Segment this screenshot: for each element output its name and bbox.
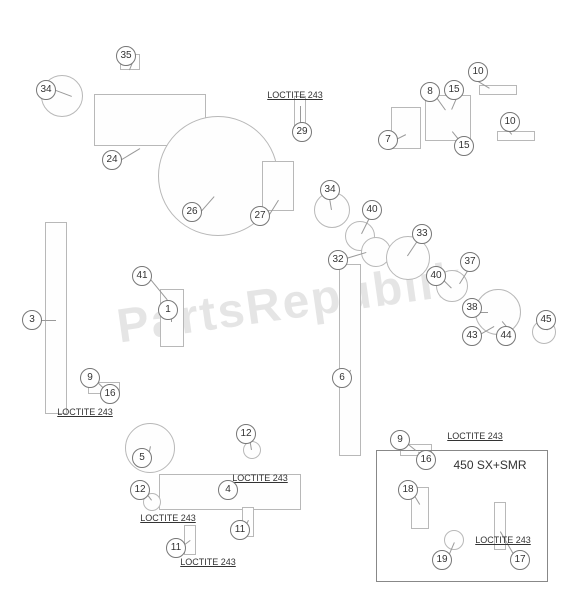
callout-15: 15 — [454, 136, 474, 156]
callout-34: 34 — [36, 80, 56, 100]
callout-26: 26 — [182, 202, 202, 222]
callout-11: 11 — [230, 520, 250, 540]
loctite-note: LOCTITE 243 — [267, 90, 323, 100]
callout-7: 7 — [378, 130, 398, 150]
callout-34: 34 — [320, 180, 340, 200]
callout-6: 6 — [332, 368, 352, 388]
loctite-note: LOCTITE 243 — [140, 513, 196, 523]
loctite-note: LOCTITE 243 — [475, 535, 531, 545]
leader-line — [40, 320, 56, 321]
callout-9: 9 — [390, 430, 410, 450]
callout-4: 4 — [218, 480, 238, 500]
part-guide-left — [45, 222, 67, 414]
part-guide-right — [339, 264, 361, 456]
callout-5: 5 — [132, 448, 152, 468]
leader-line — [120, 148, 141, 161]
callout-12: 12 — [130, 480, 150, 500]
callout-27: 27 — [250, 206, 270, 226]
callout-1: 1 — [158, 300, 178, 320]
callout-16: 16 — [100, 384, 120, 404]
inset-label: 450 SX+SMR — [453, 458, 526, 472]
callout-8: 8 — [420, 82, 440, 102]
callout-44: 44 — [496, 326, 516, 346]
callout-12: 12 — [236, 424, 256, 444]
callout-37: 37 — [460, 252, 480, 272]
callout-32: 32 — [328, 250, 348, 270]
loctite-note: LOCTITE 243 — [57, 407, 113, 417]
callout-41: 41 — [132, 266, 152, 286]
callout-15: 15 — [444, 80, 464, 100]
callout-40: 40 — [426, 266, 446, 286]
callout-38: 38 — [462, 298, 482, 318]
callout-10: 10 — [468, 62, 488, 82]
callout-11: 11 — [166, 538, 186, 558]
callout-3: 3 — [22, 310, 42, 330]
callout-19: 19 — [432, 550, 452, 570]
loctite-note: LOCTITE 243 — [447, 431, 503, 441]
loctite-note: LOCTITE 243 — [180, 557, 236, 567]
callout-29: 29 — [292, 122, 312, 142]
callout-33: 33 — [412, 224, 432, 244]
diagram-canvas: PartsRepublik 450 SX+SMR LOCTITE 243LOCT… — [0, 0, 579, 606]
callout-9: 9 — [80, 368, 100, 388]
callout-35: 35 — [116, 46, 136, 66]
callout-40: 40 — [362, 200, 382, 220]
callout-10: 10 — [500, 112, 520, 132]
part-guide-wedge — [262, 161, 294, 211]
callout-45: 45 — [536, 310, 556, 330]
callout-24: 24 — [102, 150, 122, 170]
loctite-note: LOCTITE 243 — [232, 473, 288, 483]
callout-17: 17 — [510, 550, 530, 570]
part-bolt-h2 — [497, 131, 535, 141]
callout-18: 18 — [398, 480, 418, 500]
part-housing — [425, 95, 471, 141]
callout-43: 43 — [462, 326, 482, 346]
callout-16: 16 — [416, 450, 436, 470]
